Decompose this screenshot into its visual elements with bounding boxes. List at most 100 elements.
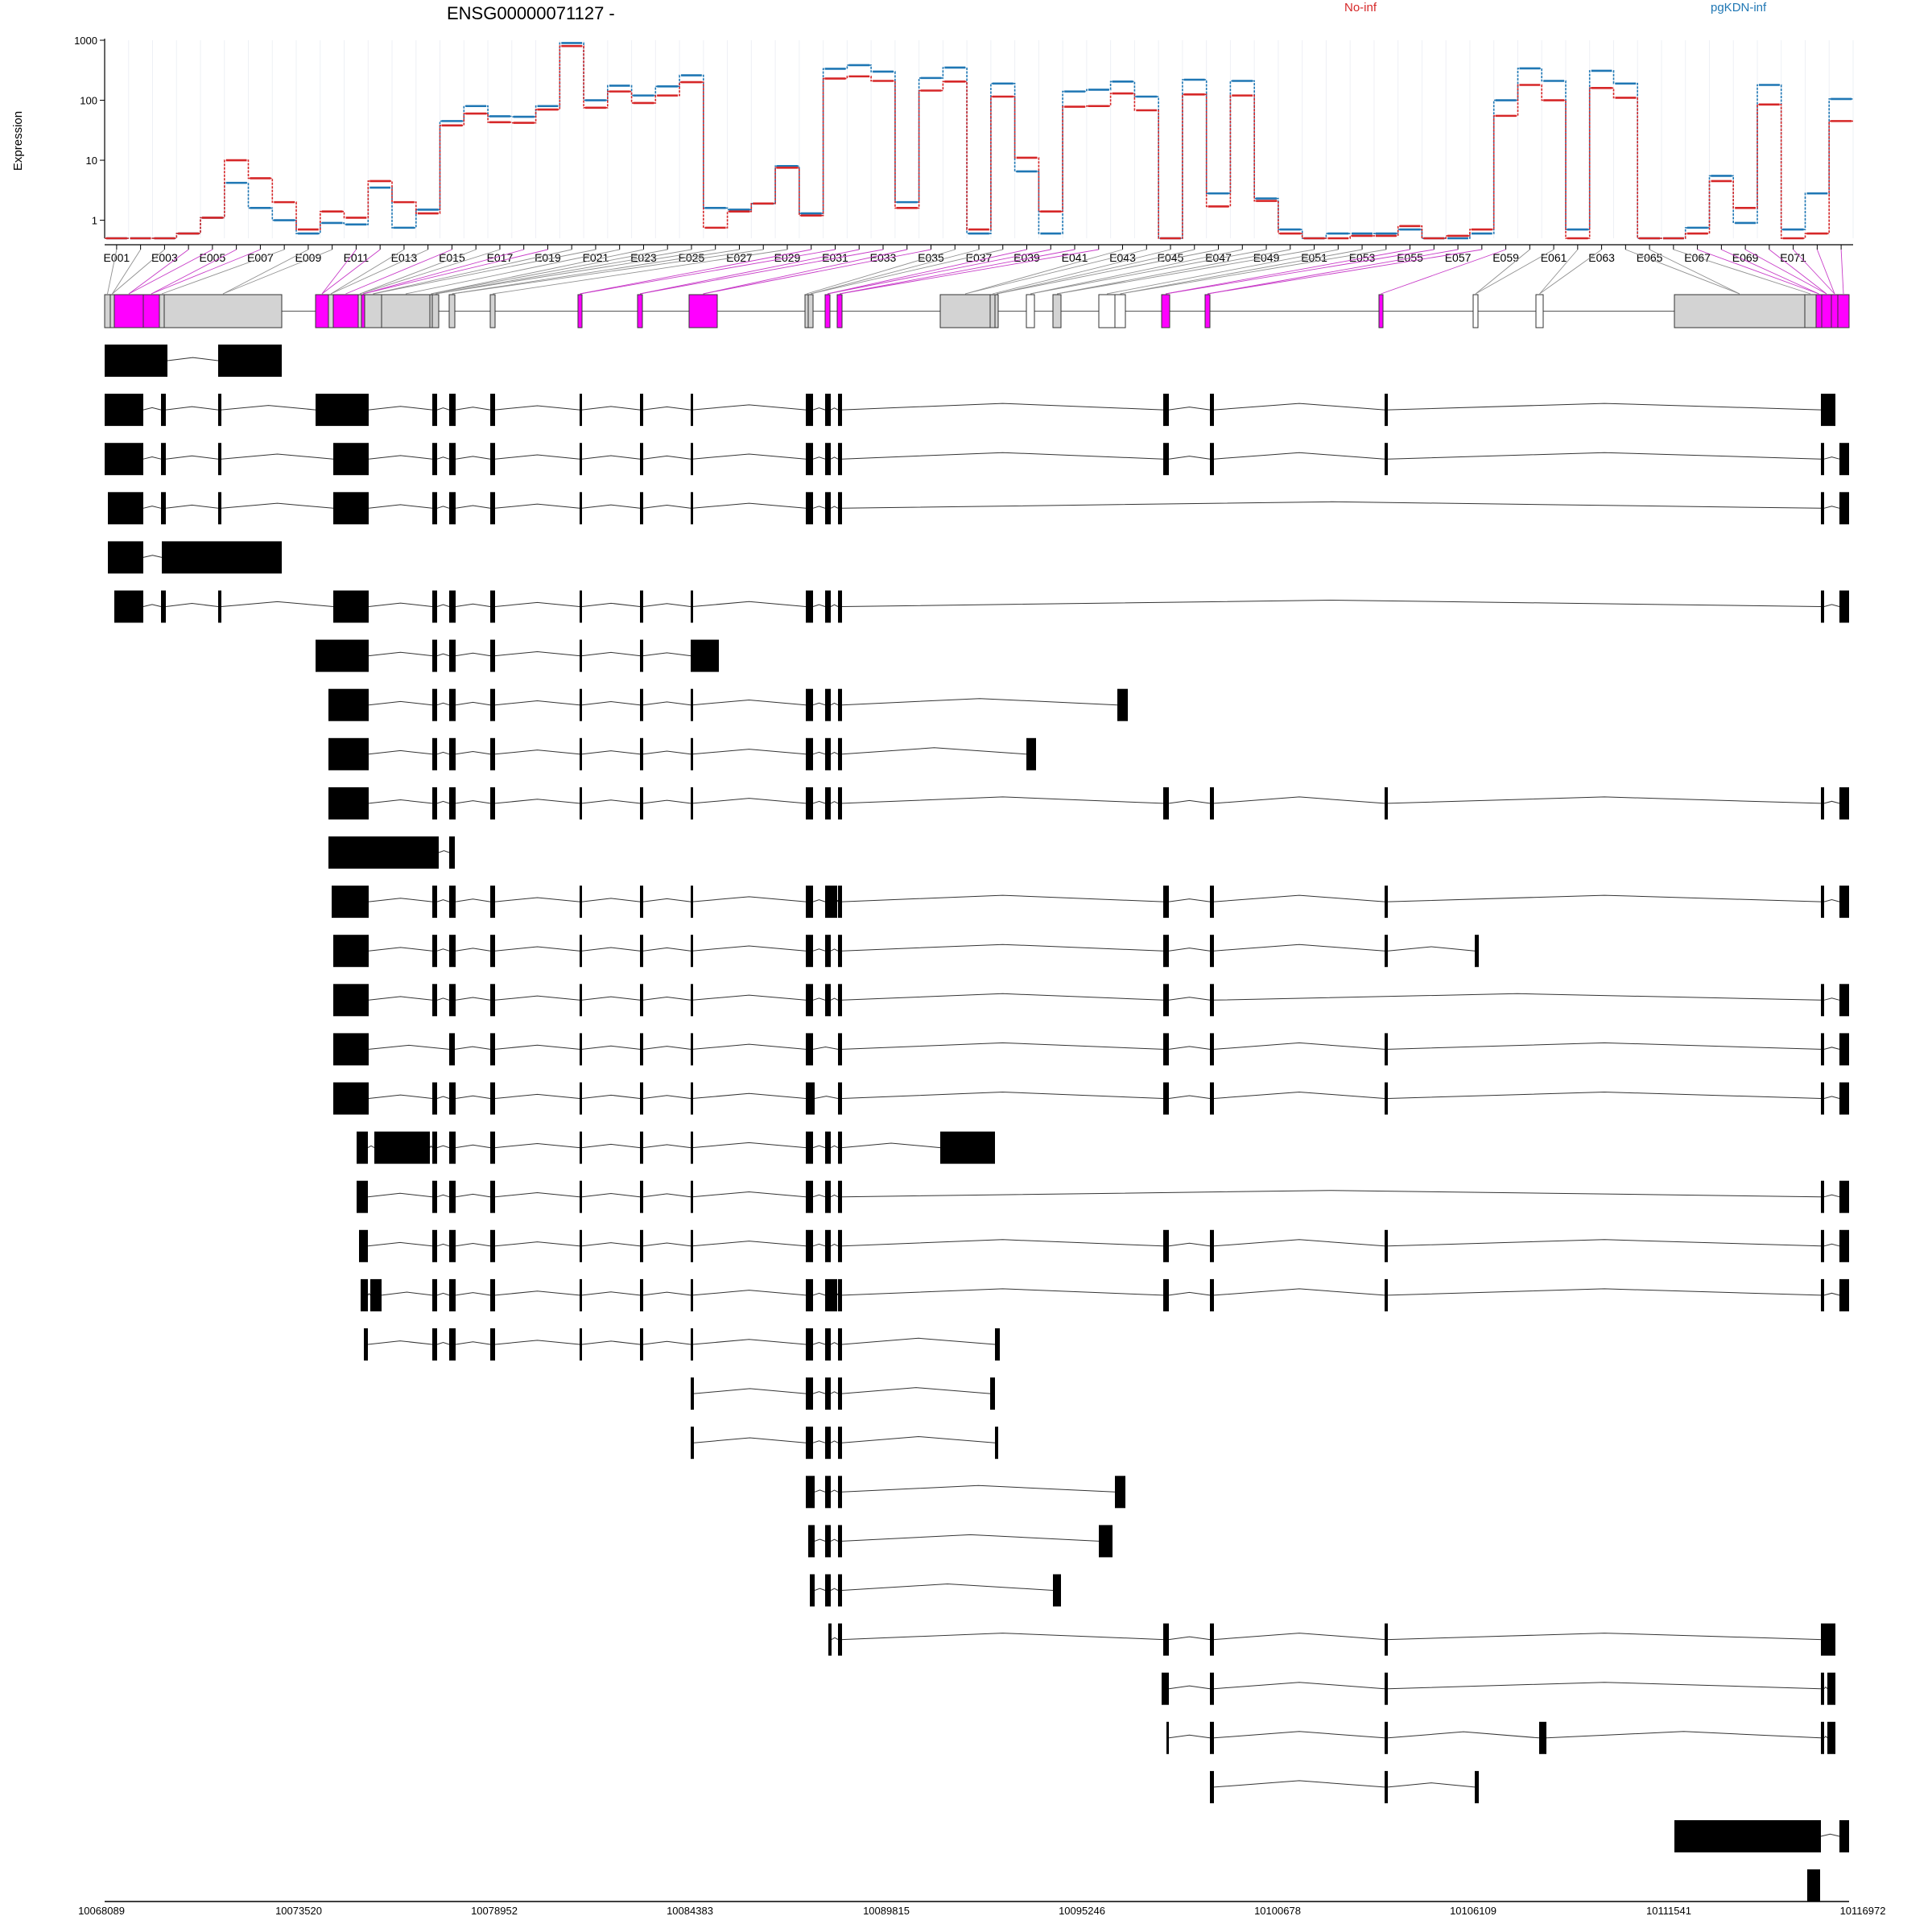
intron: [165, 406, 219, 411]
exon-block: [218, 345, 282, 377]
exon-block: [806, 1033, 813, 1066]
exon-block: [640, 639, 643, 672]
intron: [693, 1388, 807, 1394]
intron: [494, 749, 580, 755]
exon-block: [691, 737, 693, 770]
intron: [494, 1093, 580, 1099]
exon-block: [838, 688, 842, 721]
exon-block: [806, 492, 813, 525]
intron: [581, 406, 641, 411]
exon-block: [432, 492, 437, 525]
exon-block: [806, 443, 813, 476]
exon-block: [432, 1131, 437, 1164]
exon-block: [825, 590, 831, 623]
intron: [142, 604, 162, 607]
transcript-13: [333, 935, 1479, 968]
exon-tick-label: E071: [1780, 251, 1806, 264]
exon-connector: [1840, 249, 1844, 295]
exon-block: [333, 935, 369, 968]
intron: [691, 502, 807, 509]
exon-block: [580, 492, 582, 525]
exon-block: [806, 1082, 815, 1115]
exon-block: [432, 787, 437, 820]
intron: [381, 1291, 433, 1296]
intron: [167, 357, 219, 361]
intron: [438, 850, 450, 853]
exon-block: [432, 1180, 437, 1213]
exon-block: [1839, 787, 1849, 820]
transcript-18: [357, 1180, 1849, 1213]
exon-block: [825, 688, 831, 721]
exon-block: [1026, 737, 1036, 770]
intron: [812, 1145, 826, 1149]
intron: [581, 996, 641, 1001]
gene-exon: [104, 294, 111, 328]
intron: [642, 652, 691, 657]
exon-block: [449, 787, 456, 820]
exon-block: [1210, 1770, 1214, 1803]
transcript-29: [1166, 1721, 1835, 1754]
exon-block: [640, 1180, 643, 1213]
exon-connector: [827, 249, 1027, 295]
exon-block: [838, 1229, 842, 1262]
exon-block: [838, 1574, 842, 1607]
exon-connector: [373, 249, 597, 295]
gene-exon: [1535, 294, 1544, 328]
exon-block: [333, 1033, 369, 1066]
intron: [455, 603, 491, 607]
exon-block: [1839, 1033, 1849, 1066]
intron: [494, 405, 580, 411]
intron: [642, 701, 691, 706]
exon-block: [580, 1180, 582, 1213]
intron: [830, 702, 839, 706]
exon-connector: [806, 249, 956, 295]
transcript-16: [333, 1082, 1849, 1115]
intron: [1213, 1682, 1385, 1690]
intron: [1823, 1735, 1828, 1739]
exon-block: [218, 590, 221, 623]
intron: [1213, 1288, 1385, 1296]
exon-connector: [1793, 249, 1835, 295]
exon-connector: [321, 249, 381, 295]
exon-block: [490, 1229, 495, 1262]
exon-tick-label: E001: [104, 251, 130, 264]
intron: [367, 1292, 371, 1296]
exon-block: [828, 1623, 832, 1656]
exon-block: [105, 443, 143, 476]
intron: [454, 1046, 491, 1050]
exon-tick-label: E011: [344, 251, 369, 264]
intron: [691, 453, 807, 460]
intron: [1213, 1042, 1385, 1050]
exon-block: [114, 590, 143, 623]
exon-block: [806, 886, 813, 919]
intron: [455, 1243, 491, 1247]
exon-block: [691, 688, 693, 721]
intron: [455, 505, 491, 509]
exon-connector: [345, 249, 452, 295]
exon-block: [449, 737, 456, 770]
exon-connector: [492, 249, 788, 295]
exon-connector: [405, 249, 620, 295]
exon-connector: [452, 249, 740, 295]
exon-block: [161, 443, 166, 476]
intron: [1213, 1731, 1385, 1739]
intron: [691, 1241, 807, 1247]
exon-block: [1385, 1082, 1388, 1115]
exon-block: [1821, 492, 1824, 525]
intron: [581, 898, 641, 902]
exon-block: [490, 737, 495, 770]
intron: [1168, 948, 1211, 952]
intron: [812, 997, 826, 1001]
gene-exon: [431, 294, 440, 328]
intron: [494, 1142, 580, 1149]
intron: [642, 1242, 691, 1247]
intron: [836, 899, 839, 902]
exon-block: [1821, 443, 1824, 476]
exon-connector: [1539, 249, 1602, 295]
intron: [368, 504, 433, 509]
exon-block: [640, 492, 643, 525]
exon-block: [161, 492, 166, 525]
intron: [841, 1435, 996, 1443]
exon-block: [490, 688, 495, 721]
exon-block: [1385, 443, 1388, 476]
